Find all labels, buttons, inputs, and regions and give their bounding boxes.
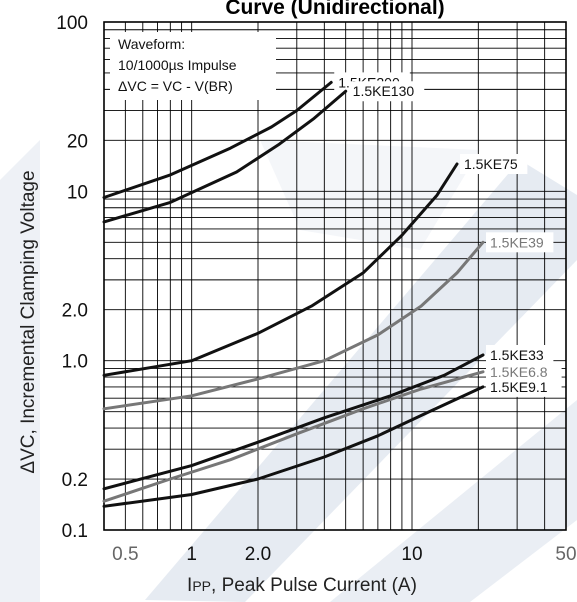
y-tick-labels: 0.1 0.2 1.0 2.0 10 20 100: [56, 13, 88, 542]
series-group: 1.5KE2001.5KE1301.5KE751.5KE391.5KE331.5…: [102, 72, 562, 508]
series-line-1.5KE6.8: [102, 370, 485, 503]
y-tick-label: 10: [67, 182, 88, 203]
y-tick-label: 0.2: [62, 470, 88, 491]
y-tick-label: 0.1: [62, 521, 88, 542]
series-label-1.5KE39: 1.5KE39: [490, 234, 544, 250]
series-line-1.5KE9.1: [102, 385, 485, 508]
series-label-1.5KE6.8: 1.5KE6.8: [490, 364, 548, 380]
x-tick-label: 10: [401, 544, 422, 565]
annotation-box: Waveform: 10/1000µs Impulse ΔVC = VC - V…: [110, 32, 276, 100]
plot-frame: [103, 21, 567, 531]
x-tick-labels: 0.5 1 2.0 10 50: [112, 544, 576, 565]
series-label-bg: [348, 81, 425, 102]
y-axis-label: ΔVC, Incremental Clamping Voltage: [18, 170, 39, 473]
series-label-bg: [485, 376, 562, 397]
x-tick-label: 1: [186, 544, 197, 565]
series-line-1.5KE33: [102, 353, 485, 491]
series-line-1.5KE39: [102, 240, 485, 411]
series-label-bg: [459, 154, 528, 175]
y-tick-label: 100: [56, 13, 88, 34]
series-label-1.5KE9.1: 1.5KE9.1: [490, 379, 548, 395]
x-tick-label: 0.5: [112, 544, 138, 565]
annotation-line-1: Waveform:: [118, 36, 185, 52]
annotation-line-3: ΔVC = VC - V(BR): [118, 78, 233, 94]
series-label-bg: [485, 361, 562, 382]
series-label-1.5KE130: 1.5KE130: [353, 83, 415, 99]
y-tick-label: 20: [67, 131, 88, 152]
chart-title: Curve (Unidirectional): [225, 0, 444, 19]
annotation-line-2: 10/1000µs Impulse: [118, 57, 237, 73]
series-line-1.5KE200: [102, 80, 333, 199]
y-tick-label: 2.0: [62, 301, 88, 322]
series-label-1.5KE75: 1.5KE75: [464, 156, 518, 172]
y-tick-label: 1.0: [62, 352, 88, 373]
series-line-1.5KE75: [102, 162, 459, 377]
series-line-1.5KE130: [102, 89, 348, 224]
x-tick-label: 2.0: [245, 544, 271, 565]
x-axis-label-sub: PP: [192, 578, 211, 594]
x-axis-label-rest: , Peak Pulse Current (A): [211, 575, 417, 596]
series-label-bg: [485, 345, 554, 366]
series-label-bg: [485, 232, 554, 253]
series-label-1.5KE33: 1.5KE33: [490, 347, 544, 363]
x-axis-label-main: I: [187, 575, 192, 596]
x-axis-label: IPP, Peak Pulse Current (A): [187, 575, 417, 596]
x-tick-label: 50: [555, 544, 576, 565]
